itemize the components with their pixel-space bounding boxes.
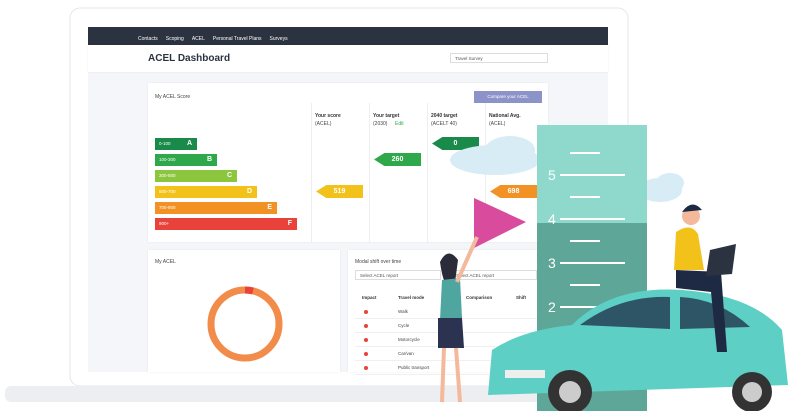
column-sub: (2030) — [373, 121, 388, 127]
man — [674, 204, 736, 352]
rating-band: 0-100 A — [155, 138, 197, 150]
nav-item[interactable]: Scoping — [165, 36, 184, 42]
band-grade: E — [267, 204, 272, 211]
impact-dot — [364, 310, 368, 314]
band-grade: F — [287, 220, 292, 227]
impact-dot — [364, 324, 368, 328]
report-select[interactable]: Select ACEL report — [355, 270, 441, 280]
nav-item[interactable]: Surveys — [269, 36, 288, 42]
nav-item[interactable]: Contacts — [138, 36, 158, 42]
car — [488, 289, 788, 411]
ruler-marks: 5 4 3 2 — [548, 152, 625, 315]
ruler-number: 4 — [548, 211, 556, 227]
woman — [438, 236, 479, 403]
compare-button[interactable]: Compare your ACEL — [474, 91, 542, 103]
column-heading: National Avg. — [489, 113, 521, 119]
rating-band: 300-500 C — [155, 170, 237, 182]
pink-triangle — [474, 198, 526, 248]
column-divider — [311, 103, 312, 242]
rating-band: 100-300 B — [155, 154, 217, 166]
column-divider — [427, 103, 428, 242]
impact-dot — [364, 352, 368, 356]
column-sub: (ACELT 40) — [431, 121, 457, 127]
table-header: Impact — [362, 295, 377, 300]
card-title: Modal shift over time — [355, 259, 402, 265]
band-grade: A — [186, 140, 192, 147]
rating-band: 500-700 D — [155, 186, 257, 198]
card-title: My ACEL — [155, 259, 176, 265]
header-bar: ACEL Dashboard Travel Survey — [88, 45, 608, 72]
travel-mode: Public transport — [398, 365, 430, 370]
score-pointer: 519 — [316, 185, 363, 198]
impact-dot — [364, 366, 368, 370]
band-grade: B — [206, 156, 212, 163]
column-divider — [369, 103, 370, 242]
rating-band: 900+ F — [155, 218, 297, 230]
rating-band: 700-900 E — [155, 202, 277, 214]
ruler-number: 5 — [548, 167, 556, 183]
travel-mode: Cycle — [398, 323, 410, 328]
impact-dot — [364, 338, 368, 342]
column-sub: (ACEL) — [489, 121, 506, 127]
donut — [207, 286, 283, 362]
column-sub: (ACEL) — [315, 121, 332, 127]
donut-segment — [244, 286, 254, 295]
edit-link[interactable]: Edit — [395, 121, 404, 127]
travel-mode: Motorcycle — [398, 337, 420, 342]
table-header: Shift — [516, 295, 526, 300]
column-heading: Your target — [373, 113, 400, 119]
ruler-number: 2 — [548, 299, 556, 315]
travel-mode: Car/van — [398, 351, 414, 356]
row-divider — [355, 374, 541, 375]
travel-mode: Walk — [398, 309, 408, 314]
acel-card: My ACEL — [148, 250, 340, 372]
ruler-number: 3 — [548, 255, 556, 271]
row-divider — [355, 360, 541, 361]
page-title: ACEL Dashboard — [148, 53, 231, 64]
table-header: Comparison — [466, 295, 493, 300]
clouds — [450, 136, 684, 202]
band-grade: D — [246, 188, 252, 195]
score-pointer: 260 — [374, 153, 421, 166]
nav-item[interactable]: ACEL — [191, 36, 205, 42]
nav-items: Contacts Scoping ACEL Personal Travel Plans… — [138, 27, 296, 48]
column-heading: Your score — [315, 113, 341, 119]
laptop-base — [5, 386, 645, 402]
band-grade: C — [226, 172, 232, 179]
survey-dropdown[interactable]: Travel Survey — [450, 53, 548, 63]
nav-bar: Contacts Scoping ACEL Personal Travel Plans… — [88, 27, 608, 45]
table-header: Travel mode — [398, 295, 425, 300]
score-pointer: 698 — [490, 185, 537, 198]
score-pointer: 0 — [432, 137, 479, 150]
card-title: My ACEL Score — [155, 94, 191, 100]
nav-item[interactable]: Personal Travel Plans — [212, 36, 262, 42]
column-heading: 2040 target — [431, 113, 458, 119]
